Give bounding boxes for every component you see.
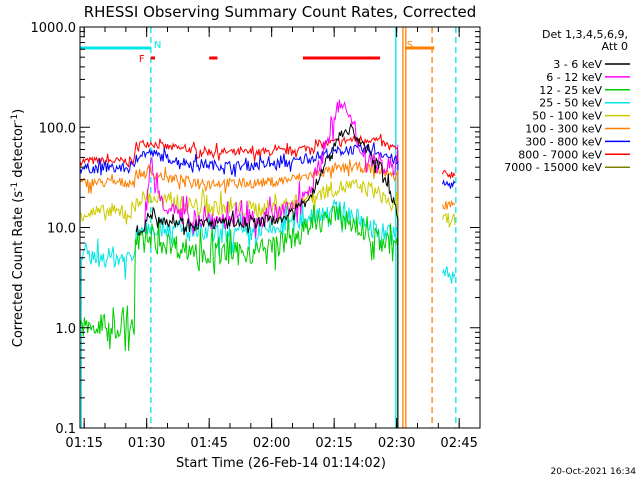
series-line-1-1	[442, 179, 456, 189]
legend-label-8: 7000 - 15000 keV	[504, 161, 602, 174]
legend-label-4: 50 - 100 keV	[532, 110, 602, 123]
series-line-0-0	[79, 133, 399, 428]
y-tick-label-4: 1000.0	[31, 21, 77, 36]
flare-flag-label: F	[139, 54, 145, 65]
series-line-6-0	[144, 99, 399, 239]
series-line-4-1	[442, 266, 456, 284]
series-line-3-1	[442, 212, 456, 228]
legend-label-1: 6 - 12 keV	[546, 71, 602, 84]
y-tick-label-2: 10.0	[47, 222, 76, 237]
legend-label-3: 25 - 50 keV	[539, 97, 602, 110]
series-line-2-1	[442, 200, 456, 210]
series-line-2-0	[79, 159, 399, 428]
y-tick-label-3: 100.0	[39, 121, 76, 136]
chart-title: RHESSI Observing Summary Count Rates, Co…	[84, 3, 477, 21]
legend-header-1: Att 0	[602, 40, 628, 53]
y-axis-label-part: Corrected Count Rate (s	[11, 191, 26, 348]
x-tick-label-1: 01:30	[128, 436, 165, 451]
series-line-7-0	[135, 122, 399, 428]
y-tick-label-0: 0.1	[55, 422, 76, 437]
x-tick-label-4: 02:15	[315, 436, 352, 451]
series-line-5-0	[79, 204, 399, 428]
attenuator-label-1: S	[407, 40, 413, 51]
y-axis-label-part: detector	[11, 122, 26, 182]
y-axis-label-part: -1	[10, 182, 20, 191]
x-axis-label: Start Time (26-Feb-14 01:14:02)	[176, 456, 386, 471]
x-tick-label-5: 02:30	[378, 436, 415, 451]
series-line-0-1	[442, 169, 456, 180]
legend-label-7: 800 - 7000 keV	[518, 148, 602, 161]
attenuator-label-0: N	[154, 40, 161, 51]
y-axis-label-part: -1	[10, 114, 20, 123]
y-axis-label: Corrected Count Rate (s-1 detector-1)	[10, 109, 26, 347]
series-line-1-0	[79, 142, 399, 428]
legend-label-0: 3 - 6 keV	[553, 58, 602, 71]
series-line-4-0	[80, 198, 399, 429]
plot-area: N S F	[79, 27, 457, 429]
legend-header-0: Det 1,3,4,5,6,9,	[542, 28, 628, 41]
legend-label-2: 12 - 25 keV	[539, 84, 602, 97]
axes: 0.1 1.0 10.0 100.0 1000.0 01:15 01:30 01:45 02:0…	[31, 21, 481, 451]
legend-label-5: 100 - 300 keV	[525, 123, 602, 136]
series-line-3-0	[79, 178, 399, 428]
timestamp: 20-Oct-2021 16:34	[551, 467, 637, 477]
x-tick-label-0: 01:15	[65, 436, 102, 451]
x-tick-label-6: 02:45	[440, 436, 477, 451]
y-tick-label-1: 1.0	[55, 322, 76, 337]
x-tick-label-2: 01:45	[190, 436, 227, 451]
x-tick-label-3: 02:00	[253, 436, 290, 451]
legend-label-6: 300 - 800 keV	[525, 135, 602, 148]
y-axis-label-part: )	[11, 109, 26, 114]
